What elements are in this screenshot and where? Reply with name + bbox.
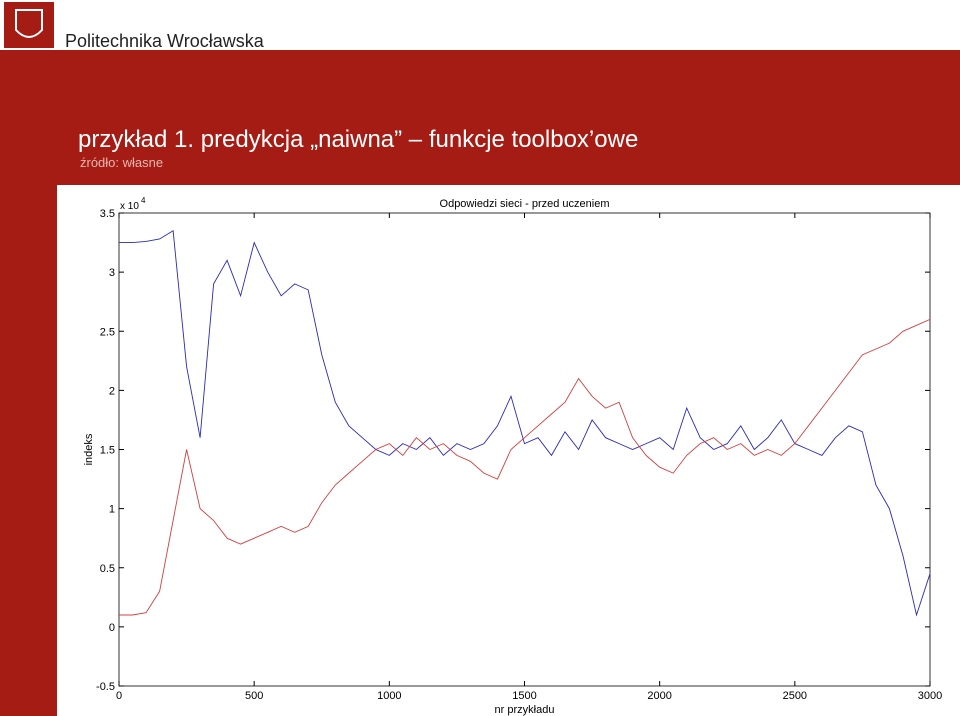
- x-tick-label: 1000: [377, 690, 401, 702]
- logo: [4, 2, 54, 48]
- slide-source: źródło: własne: [80, 155, 163, 170]
- logo-shield: [15, 9, 43, 38]
- x-tick-label: 0: [116, 690, 122, 702]
- y-exponent-base: x 10: [120, 201, 139, 212]
- series-line: [119, 229, 931, 617]
- chart: -0.500.511.522.533.50 500 1000 1500 2000 2500…: [83, 196, 942, 716]
- y-exponent-power: 4: [141, 196, 146, 205]
- series-line: [119, 318, 931, 616]
- x-tick-label: 2500: [783, 690, 807, 702]
- y-axis-label: indeks: [83, 433, 95, 465]
- y-tick-label: -0.5: [96, 681, 115, 693]
- slide-title: przykład 1. predykcja „naiwna” – funkcje…: [78, 126, 638, 153]
- y-tick-label: 1.5: [100, 445, 115, 457]
- y-tick-label: 0.5: [100, 563, 115, 575]
- y-tick-label: 0: [109, 622, 115, 634]
- x-tick-label: 500: [245, 690, 263, 702]
- x-tick-label: 3000: [918, 690, 942, 702]
- chart-title: Odpowiedzi sieci - przed uczeniem: [440, 198, 610, 210]
- x-tick-label: 2000: [647, 690, 671, 702]
- y-tick-label: 3: [109, 267, 115, 279]
- y-tick-label: 2: [109, 385, 115, 397]
- y-tick-label: 3.5: [100, 208, 115, 220]
- y-tick-label: 1: [109, 504, 115, 516]
- title-band: [57, 50, 960, 185]
- x-axis-label: nr przykładu: [495, 704, 555, 716]
- x-tick-label: 1500: [512, 690, 536, 702]
- y-tick-label: 2.5: [100, 326, 115, 338]
- side-band: [0, 50, 57, 716]
- institution-name: Politechnika Wrocławska: [65, 31, 265, 51]
